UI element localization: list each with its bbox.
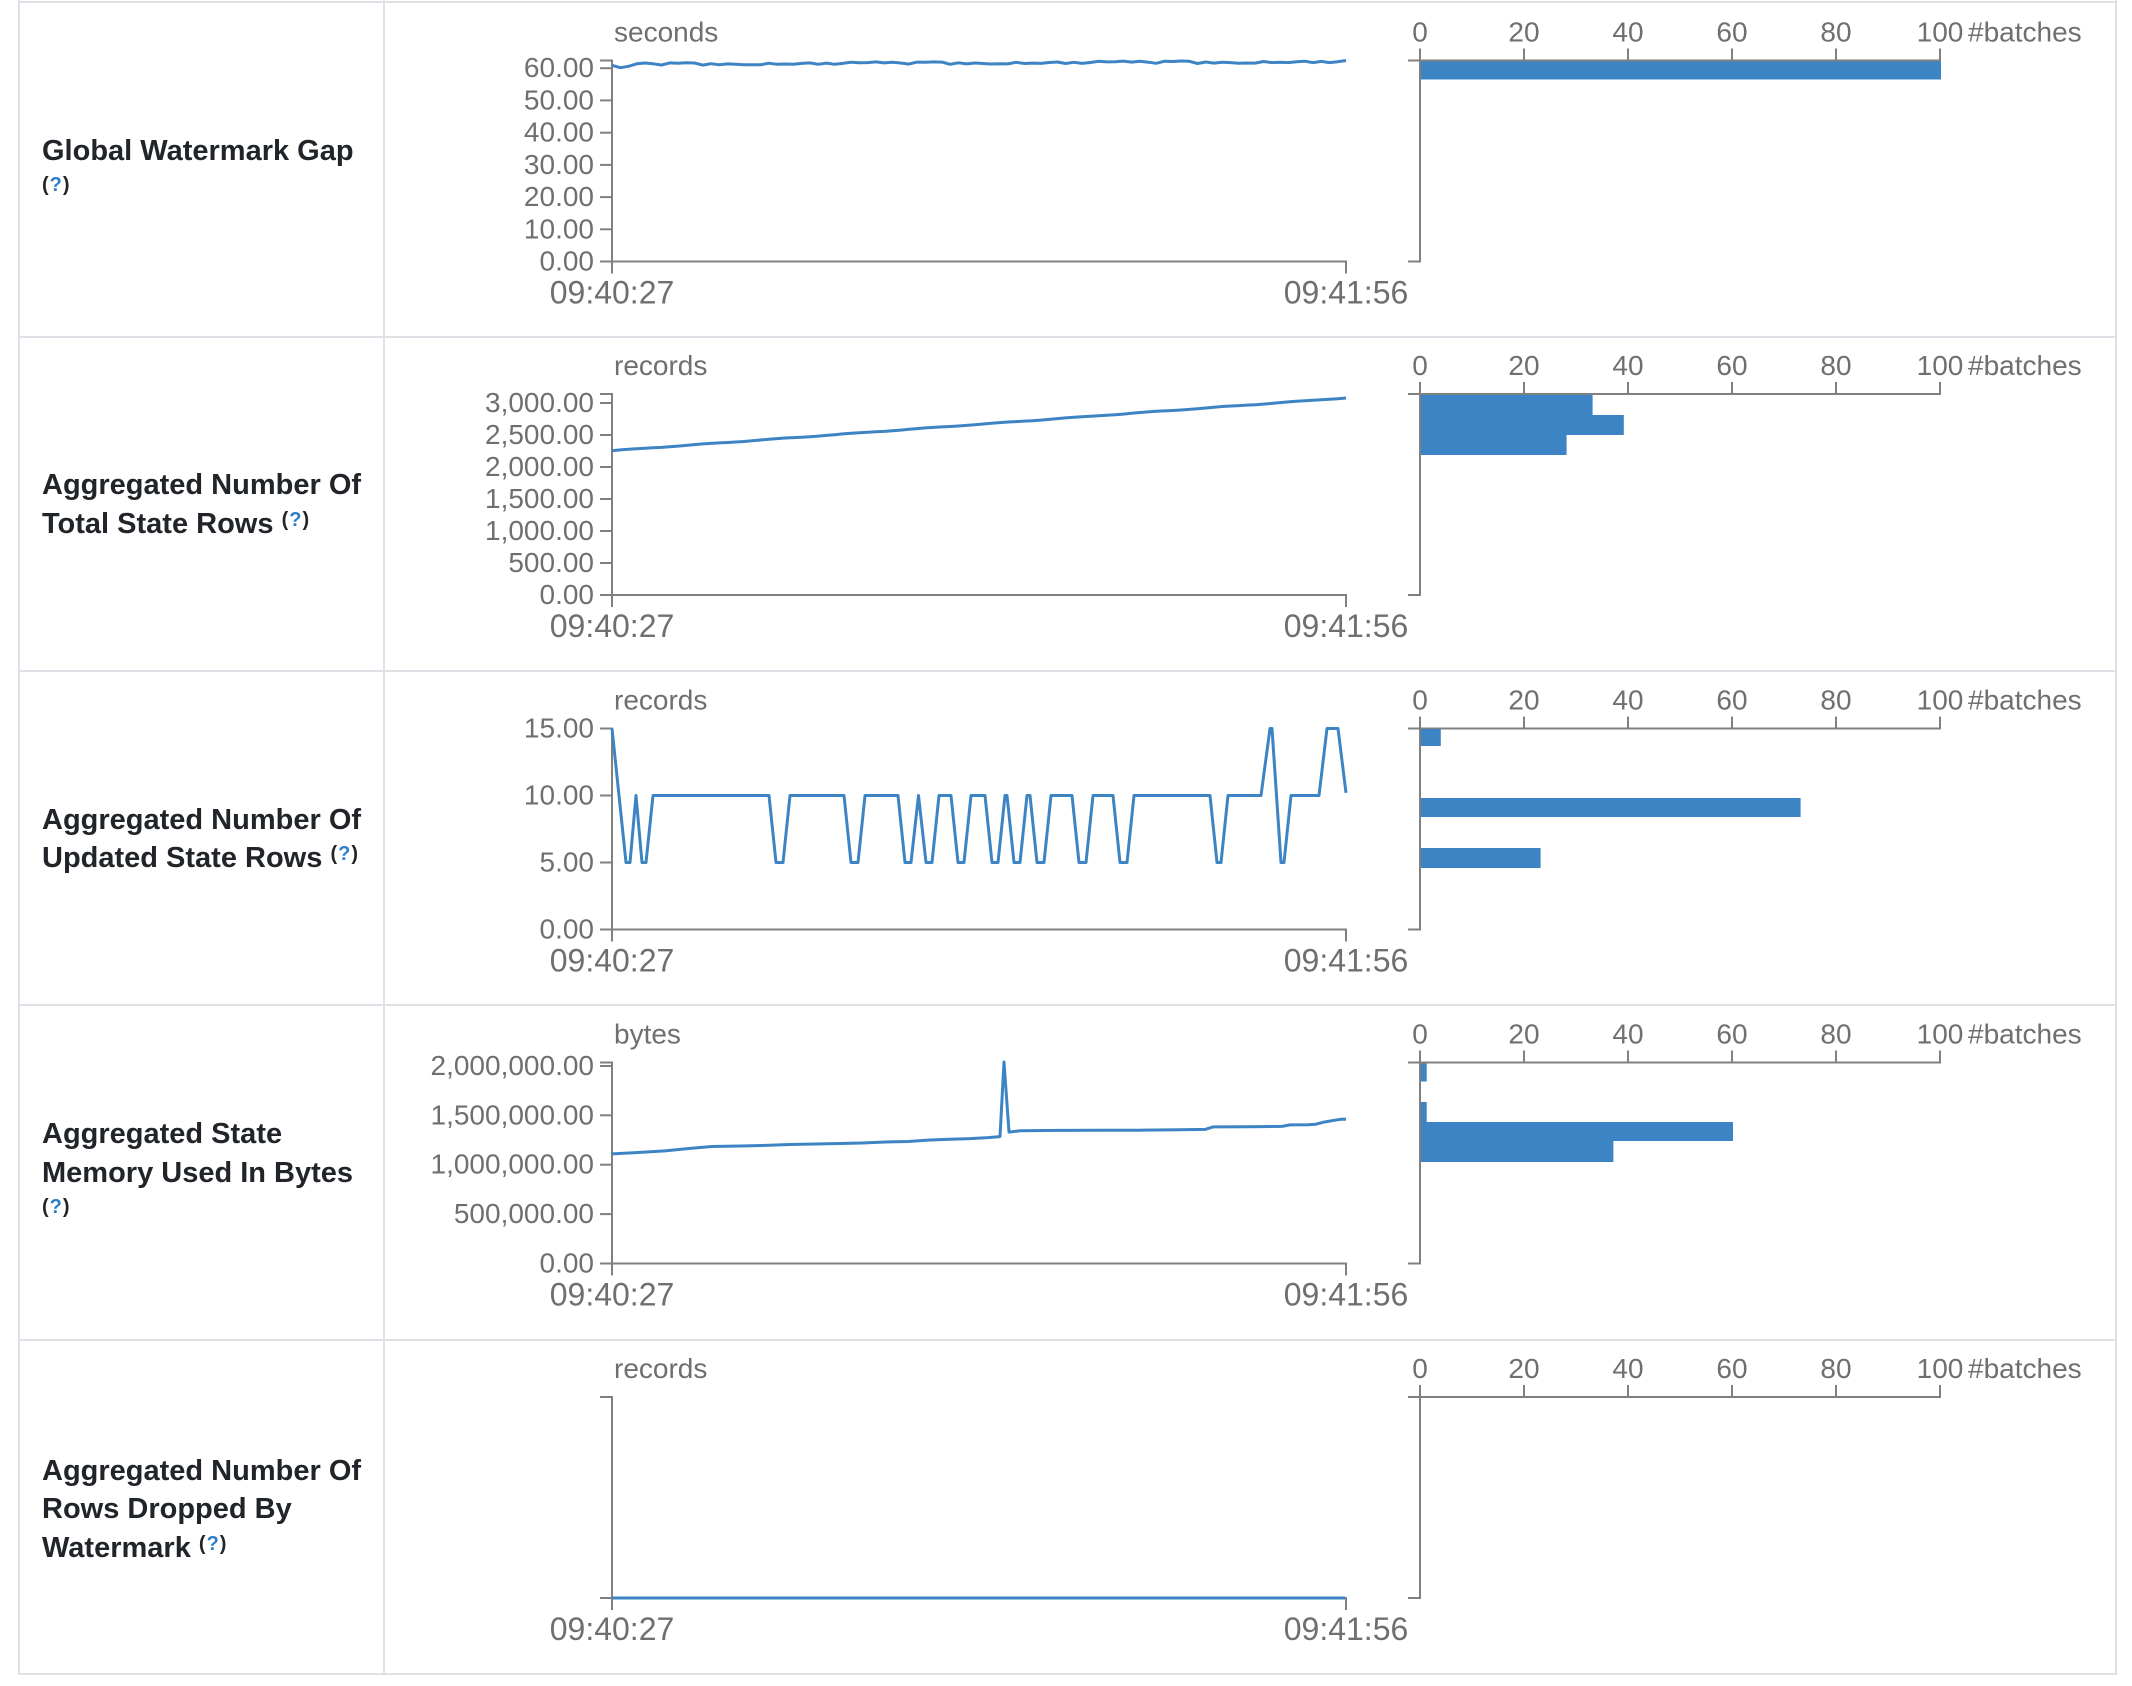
svg-text:0.00: 0.00 bbox=[540, 1248, 595, 1279]
svg-text:0: 0 bbox=[1412, 1353, 1428, 1384]
svg-text:40: 40 bbox=[1612, 685, 1643, 716]
svg-text:09:41:56: 09:41:56 bbox=[1284, 1611, 1409, 1647]
svg-text:20: 20 bbox=[1508, 685, 1539, 716]
svg-text:0.00: 0.00 bbox=[540, 246, 595, 277]
svg-text:1,000,000.00: 1,000,000.00 bbox=[431, 1149, 595, 1180]
svg-text:20: 20 bbox=[1508, 1353, 1539, 1384]
svg-text:2,500.00: 2,500.00 bbox=[485, 419, 594, 450]
svg-text:60.00: 60.00 bbox=[524, 52, 594, 83]
svg-text:15.00: 15.00 bbox=[524, 713, 594, 744]
svg-text:80: 80 bbox=[1820, 350, 1851, 381]
svg-text:0: 0 bbox=[1412, 685, 1428, 716]
svg-text:100: 100 bbox=[1917, 1019, 1964, 1050]
svg-text:20.00: 20.00 bbox=[524, 181, 594, 212]
svg-text:3,000.00: 3,000.00 bbox=[485, 387, 594, 418]
svg-text:20: 20 bbox=[1508, 1019, 1539, 1050]
svg-text:20: 20 bbox=[1508, 350, 1539, 381]
svg-text:40: 40 bbox=[1612, 350, 1643, 381]
svg-text:10.00: 10.00 bbox=[524, 213, 594, 244]
svg-text:09:40:27: 09:40:27 bbox=[550, 943, 675, 979]
svg-text:50.00: 50.00 bbox=[524, 84, 594, 115]
svg-text:#batches: #batches bbox=[1968, 1353, 2082, 1384]
svg-text:#batches: #batches bbox=[1968, 685, 2082, 716]
svg-text:09:41:56: 09:41:56 bbox=[1284, 275, 1409, 311]
svg-text:09:40:27: 09:40:27 bbox=[550, 275, 675, 311]
svg-text:100: 100 bbox=[1917, 1353, 1964, 1384]
svg-text:09:41:56: 09:41:56 bbox=[1284, 608, 1409, 644]
svg-text:80: 80 bbox=[1820, 17, 1851, 48]
svg-text:60: 60 bbox=[1716, 350, 1747, 381]
svg-text:100: 100 bbox=[1917, 350, 1964, 381]
svg-text:20: 20 bbox=[1508, 17, 1539, 48]
svg-text:60: 60 bbox=[1716, 685, 1747, 716]
svg-text:500,000.00: 500,000.00 bbox=[454, 1198, 594, 1229]
svg-text:100: 100 bbox=[1917, 17, 1964, 48]
svg-text:#batches: #batches bbox=[1968, 17, 2082, 48]
svg-text:#batches: #batches bbox=[1968, 350, 2082, 381]
svg-text:80: 80 bbox=[1820, 1353, 1851, 1384]
svg-text:09:40:27: 09:40:27 bbox=[550, 1611, 675, 1647]
svg-text:40: 40 bbox=[1612, 1019, 1643, 1050]
svg-text:#batches: #batches bbox=[1968, 1019, 2082, 1050]
svg-text:1,500,000.00: 1,500,000.00 bbox=[431, 1099, 595, 1130]
svg-text:60: 60 bbox=[1716, 1019, 1747, 1050]
svg-text:2,000.00: 2,000.00 bbox=[485, 451, 594, 482]
svg-text:10.00: 10.00 bbox=[524, 780, 594, 811]
svg-text:30.00: 30.00 bbox=[524, 149, 594, 180]
svg-text:80: 80 bbox=[1820, 685, 1851, 716]
svg-text:500.00: 500.00 bbox=[508, 547, 594, 578]
svg-text:seconds: seconds bbox=[614, 17, 718, 48]
svg-text:09:40:27: 09:40:27 bbox=[550, 1277, 675, 1313]
svg-text:records: records bbox=[614, 685, 707, 716]
svg-text:1,500.00: 1,500.00 bbox=[485, 483, 594, 514]
svg-text:0: 0 bbox=[1412, 17, 1428, 48]
svg-text:100: 100 bbox=[1917, 685, 1964, 716]
svg-text:5.00: 5.00 bbox=[540, 847, 595, 878]
svg-text:0: 0 bbox=[1412, 1019, 1428, 1050]
svg-text:09:41:56: 09:41:56 bbox=[1284, 1277, 1409, 1313]
svg-text:2,000,000.00: 2,000,000.00 bbox=[431, 1050, 595, 1081]
svg-text:bytes: bytes bbox=[614, 1019, 681, 1050]
svg-text:40: 40 bbox=[1612, 1353, 1643, 1384]
svg-text:40.00: 40.00 bbox=[524, 117, 594, 148]
svg-text:0: 0 bbox=[1412, 350, 1428, 381]
svg-text:records: records bbox=[614, 350, 707, 381]
svg-text:80: 80 bbox=[1820, 1019, 1851, 1050]
svg-text:0.00: 0.00 bbox=[540, 914, 595, 945]
svg-text:09:41:56: 09:41:56 bbox=[1284, 943, 1409, 979]
svg-text:60: 60 bbox=[1716, 17, 1747, 48]
svg-text:60: 60 bbox=[1716, 1353, 1747, 1384]
svg-text:1,000.00: 1,000.00 bbox=[485, 515, 594, 546]
svg-text:09:40:27: 09:40:27 bbox=[550, 608, 675, 644]
svg-text:40: 40 bbox=[1612, 17, 1643, 48]
svg-text:records: records bbox=[614, 1353, 707, 1384]
svg-text:0.00: 0.00 bbox=[540, 579, 595, 610]
